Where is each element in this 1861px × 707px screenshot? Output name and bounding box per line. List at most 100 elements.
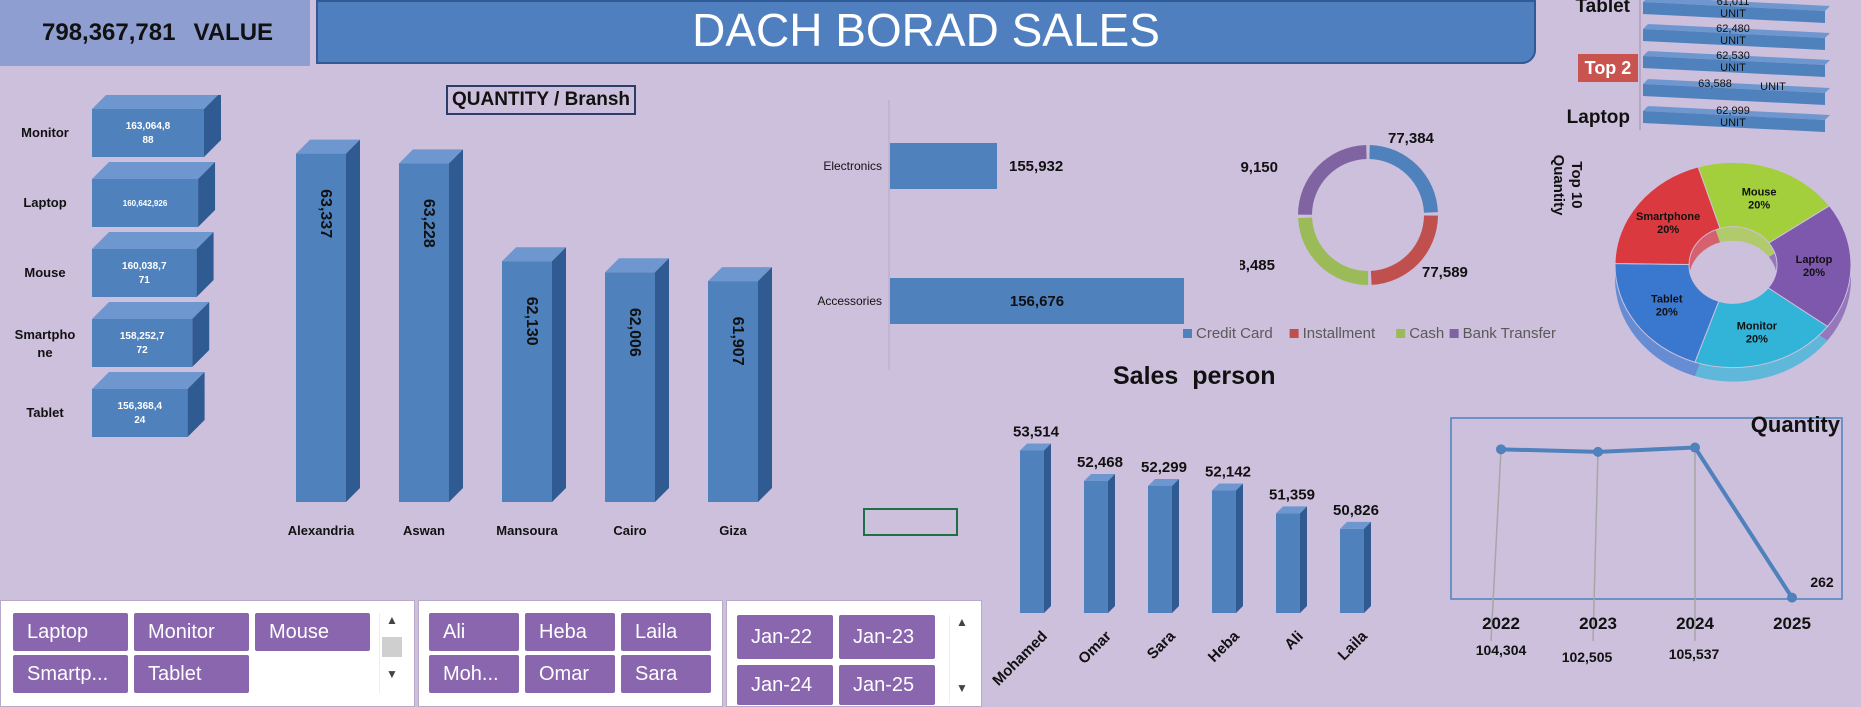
slicer-item-heba[interactable]: Heba (525, 613, 615, 651)
product-bar-laptop-top (92, 162, 216, 179)
slicer-item-laptop[interactable]: Laptop (13, 613, 128, 651)
slicer-item-jan-24[interactable]: Jan-24 (737, 665, 833, 705)
quantity-data-label: 105,537 (1669, 646, 1720, 662)
date-slicer: Jan-22 Jan-23 Jan-24 Jan-25 ▲ ▼ (726, 600, 982, 707)
product-data-label: 160,642,926 (123, 199, 168, 208)
sales-category-label: Mohamed (990, 628, 1051, 690)
slicer-item-mohamed[interactable]: Moh... (429, 655, 519, 693)
product-slicer: Laptop Monitor Mouse Smartp... Tablet ▲ … (0, 600, 415, 707)
scroll-up-icon[interactable]: ▲ (956, 615, 968, 629)
branch-bar-alexandria (296, 153, 346, 502)
sales-bar-laila-top (1340, 521, 1371, 529)
slicer-item-jan-23[interactable]: Jan-23 (839, 615, 935, 659)
quantity-x-label: 2022 (1482, 614, 1520, 633)
top-bar (1643, 29, 1825, 50)
sales-person-chart: 53,514 Mohamed 52,468 Omar 52,299 Sara 52,142 H… (990, 424, 1379, 690)
selected-cell[interactable] (863, 508, 958, 536)
top10-slice-label: Mouse (1742, 186, 1777, 198)
category-label: Electronics (823, 159, 882, 173)
sales-bar-sara-top (1148, 478, 1179, 486)
top-bar-top (1643, 51, 1830, 65)
slicer-item-jan-25[interactable]: Jan-25 (839, 665, 935, 705)
sales-data-label: 52,468 (1077, 454, 1123, 471)
sales-bar-sara (1148, 485, 1172, 613)
sales-data-label: 50,826 (1333, 502, 1379, 519)
slicer-item-tablet[interactable]: Tablet (134, 655, 249, 693)
product-bar-laptop (92, 179, 199, 227)
branch-data-label: 63,228 (420, 199, 437, 248)
top10-slice-percent: 20% (1746, 333, 1768, 345)
scroll-down-icon[interactable]: ▼ (956, 681, 968, 695)
sales-data-label: 52,299 (1141, 459, 1187, 476)
branch-bar-mansoura-side (552, 247, 566, 502)
branch-bar-alexandria-side (346, 139, 360, 502)
category-label: Accessories (817, 294, 882, 308)
branch-category-label: Mansoura (496, 523, 558, 538)
legend-label-bank-transfer: Bank Transfer (1463, 325, 1556, 342)
quantity-line-chart: Quantity 2022 104,304 2023 102,505 2024 105,53… (1450, 415, 1843, 665)
top10-slice-label: Tablet (1651, 294, 1683, 306)
category-data-label: 155,932 (1009, 158, 1063, 175)
top-data-label: 62,480 (1716, 23, 1750, 35)
branch-category-label: Cairo (613, 523, 646, 538)
top-bar (1643, 56, 1825, 77)
top10-slice-monitor (1694, 287, 1829, 369)
branch-category-label: Giza (719, 523, 747, 538)
sales-bar-laila-side (1364, 521, 1371, 613)
top10-slice-percent: 20% (1803, 267, 1825, 279)
product-data-label: 71 (139, 275, 151, 286)
slicer-item-jan-22[interactable]: Jan-22 (737, 615, 833, 659)
product-bar-smartphone-side (192, 302, 210, 367)
slicer-item-omar[interactable]: Omar (525, 655, 615, 693)
slicer-item-ali[interactable]: Ali (429, 613, 519, 651)
product-bar-mouse-top (92, 232, 214, 249)
slicer-item-sara[interactable]: Sara (621, 655, 711, 693)
sales-category-label: Omar (1075, 628, 1115, 668)
top10-slice-tablet (1614, 263, 1720, 363)
date-slicer-scrollbar[interactable]: ▲ ▼ (949, 615, 974, 703)
payment-data-label: 79,150 (1240, 159, 1278, 176)
product-category-label: ne (37, 345, 52, 360)
payment-slice-cash (1298, 217, 1369, 285)
slicer-item-smartphone[interactable]: Smartp... (13, 655, 128, 693)
quantity-title: Quantity (1751, 415, 1841, 437)
product-slicer-scrollbar[interactable]: ▲ ▼ (379, 613, 404, 693)
product-bar-mouse (92, 249, 197, 297)
branch-bar-cairo-side (655, 258, 669, 502)
branch-bar-giza-side (758, 267, 772, 502)
top10-slice-laptop (1767, 205, 1852, 328)
category-chart: Electronics 155,932 Accessories 156,676 (817, 100, 1184, 370)
scroll-thumb[interactable] (382, 637, 402, 657)
top10-slice-label: Smartphone (1636, 211, 1700, 223)
payment-data-label: 77,589 (1422, 264, 1468, 281)
top-data-label: 62,999 (1716, 105, 1750, 117)
scroll-up-icon[interactable]: ▲ (386, 613, 398, 627)
total-value-kpi: 798,367,781 VALUE (0, 0, 310, 66)
product-bar-laptop-side (198, 162, 216, 227)
quantity-data-label: 102,505 (1562, 649, 1613, 665)
sales-data-label: 52,142 (1205, 464, 1251, 481)
branch-bar-aswan (399, 163, 449, 502)
sales-bar-heba-top (1212, 483, 1243, 491)
quantity-point (1496, 444, 1506, 455)
sales-bar-omar-side (1108, 474, 1115, 613)
branch-category-label: Alexandria (288, 523, 355, 538)
slicer-item-laila[interactable]: Laila (621, 613, 711, 651)
top-data-unit: UNIT (1720, 117, 1746, 129)
sales-bar-heba (1212, 490, 1236, 613)
payment-slice-bank-transfer (1298, 145, 1367, 215)
branch-data-label: 62,006 (626, 308, 643, 357)
top-category-label: Tablet (1575, 0, 1630, 17)
product-category-label: Mouse (24, 265, 65, 280)
product-bar-monitor-side (204, 95, 221, 157)
quantity-line (1500, 445, 1794, 599)
quantity-plot-border (1450, 417, 1843, 600)
payment-legend: Credit Card Installment Cash Bank Transfer (1183, 325, 1556, 342)
person-slicer: Ali Heba Laila Moh... Omar Sara (418, 600, 723, 707)
slicer-item-monitor[interactable]: Monitor (134, 613, 249, 651)
scroll-down-icon[interactable]: ▼ (386, 667, 398, 681)
sales-category-label: Heba (1205, 627, 1243, 665)
slicer-item-mouse[interactable]: Mouse (255, 613, 370, 651)
legend-swatch-cash (1396, 329, 1406, 338)
top-data-unit: UNIT (1720, 35, 1746, 47)
